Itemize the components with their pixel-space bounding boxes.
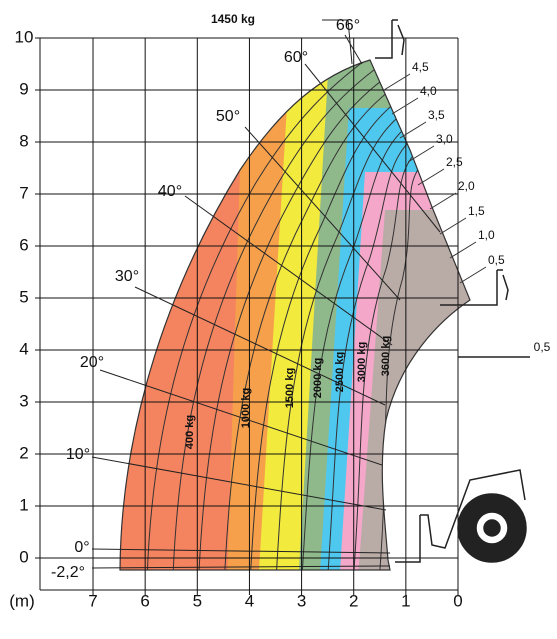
y-tick-label: 9 [19, 79, 28, 98]
x-tick-label: 2 [349, 591, 358, 610]
y-tick-label: 7 [19, 183, 28, 202]
load-label: 1000 kg [240, 388, 252, 428]
x-tick-label: 3 [297, 591, 306, 610]
extension-label: 3,5 [428, 108, 445, 122]
extension-leader [407, 145, 435, 163]
angle-label: -2,2° [51, 564, 85, 581]
angle-label: 20° [80, 354, 104, 371]
angle-ray [304, 63, 441, 233]
extension-arc [248, 100, 398, 570]
angle-ray [134, 286, 386, 406]
extension-label: 2,5 [446, 155, 463, 169]
y-tick-label: 6 [19, 235, 28, 254]
y-tick-label: 0 [19, 547, 28, 566]
extension-leader [459, 266, 487, 284]
extension-arc [274, 112, 403, 570]
x-tick-label: 0 [453, 591, 462, 610]
top-load: 1450 kg [211, 12, 255, 26]
load-label: 2500 kg [334, 352, 346, 392]
y-tick-label: 1 [19, 495, 28, 514]
y-tick-label: 8 [19, 131, 28, 150]
angle-label: 60° [284, 49, 308, 66]
x-tick-label: 4 [245, 591, 254, 610]
y-tick-label: 3 [19, 391, 28, 410]
extension-leader [417, 168, 445, 186]
extension-label: 3,0 [436, 132, 453, 146]
extension-label: 1,0 [478, 228, 495, 242]
x-tick-label: 5 [193, 591, 202, 610]
extension-leader [439, 217, 467, 235]
machine [375, 19, 530, 563]
fork-top [375, 19, 405, 59]
y-tick-label: 4 [19, 339, 28, 358]
extension-leader [429, 192, 457, 210]
fork-mid [440, 269, 509, 306]
fork-offset: 0,5 [534, 340, 551, 354]
extension-arc [325, 137, 414, 570]
angle-ray [184, 195, 393, 346]
load-label: 2000 kg [312, 358, 324, 398]
extension-arc [171, 64, 382, 570]
extension-leader [391, 97, 419, 115]
angle-ray [91, 456, 387, 511]
extension-label: 2,0 [458, 179, 475, 193]
load-label: 3600 kg [380, 336, 392, 376]
extension-label: 1,5 [468, 204, 485, 218]
extension-leader [449, 241, 477, 259]
angle-ray [344, 34, 363, 65]
y-tick-label: 5 [19, 287, 28, 306]
angle-ray [99, 369, 383, 466]
extension-label: 4,0 [420, 84, 437, 98]
extension-arc [223, 88, 393, 570]
angle-label: 10° [66, 446, 90, 463]
angle-label: 30° [115, 268, 139, 285]
hub-center [483, 519, 501, 537]
x-tick-label: 6 [140, 591, 149, 610]
load-label: 400 kg [184, 415, 196, 449]
x-unit: (m) [9, 591, 34, 610]
angle-label: 0° [74, 539, 89, 556]
x-tick-label: 7 [88, 591, 97, 610]
loader [395, 469, 526, 563]
angle-ray [91, 548, 391, 554]
extension-arc [300, 125, 409, 570]
extension-leader [383, 73, 411, 91]
extension-leader [399, 121, 427, 139]
extension-arc [351, 149, 420, 570]
y-tick-label: 2 [19, 443, 28, 462]
extension-label: 4,5 [412, 60, 429, 74]
extension-label: 0,5 [488, 253, 505, 267]
envelope [119, 59, 471, 571]
extension-arc [146, 60, 376, 570]
y-tick-label: 10 [15, 27, 34, 46]
angle-label: 40° [158, 183, 182, 200]
load-label: 3000 kg [356, 342, 368, 382]
angle-label: 50° [216, 108, 240, 125]
load-label: 1500 kg [284, 368, 296, 408]
angle-label: 66° [336, 17, 360, 34]
x-tick-label: 1 [401, 591, 410, 610]
top-load-leader [322, 19, 353, 65]
angle-ray [244, 126, 401, 301]
angle-ray [91, 565, 391, 569]
